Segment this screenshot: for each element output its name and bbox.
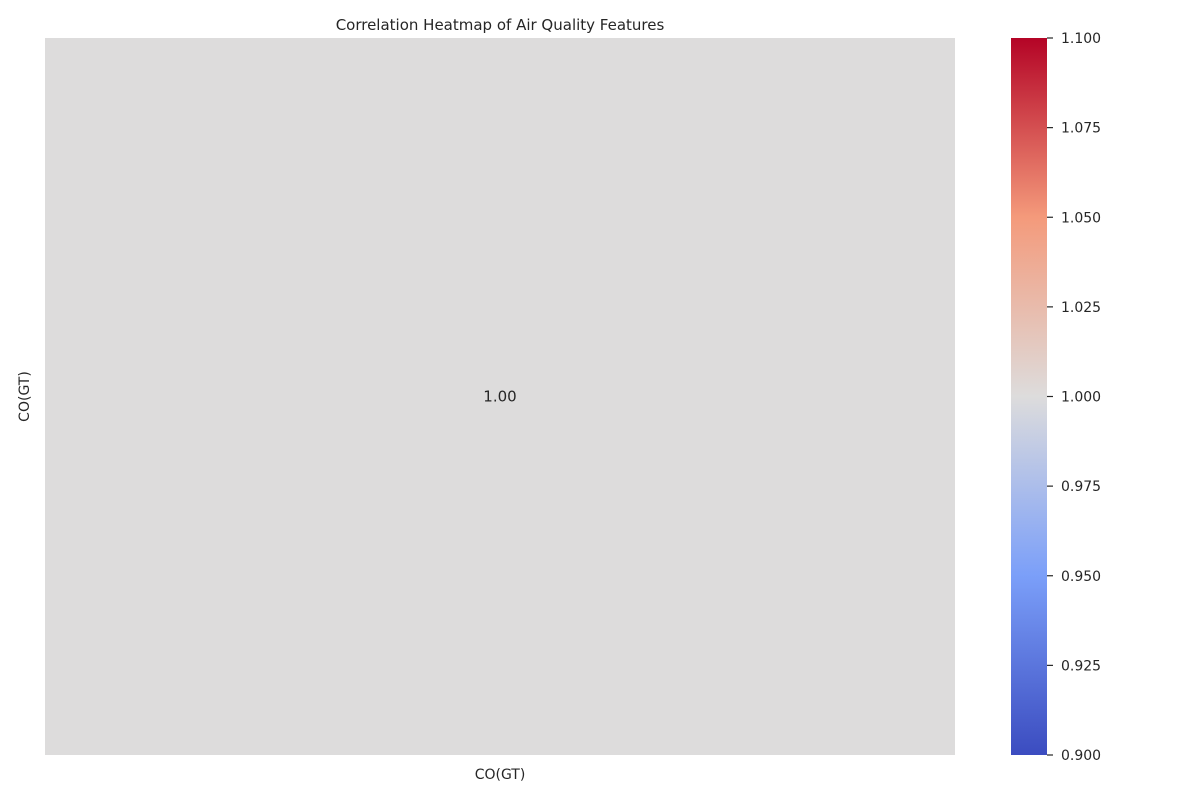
colorbar-tick-label: 1.100 <box>1061 31 1101 47</box>
colorbar-tick-label: 0.900 <box>1061 748 1101 764</box>
cell-annotations: 1.00 <box>483 388 516 406</box>
colorbar-tick-label: 1.050 <box>1061 210 1101 226</box>
colorbar-tick-label: 1.000 <box>1061 390 1101 406</box>
x-tick-labels: CO(GT) <box>475 767 526 783</box>
heatmap-cells <box>45 38 955 755</box>
colorbar-ticks: 0.900 0.925 0.950 0.975 1.000 1.025 1.050 1.075… <box>1047 31 1101 764</box>
y-tick-label: CO(GT) <box>17 371 33 422</box>
colorbar-tick-label: 0.925 <box>1061 658 1101 674</box>
heatmap-cell <box>45 38 955 755</box>
colorbar-tick-label: 1.075 <box>1061 121 1101 137</box>
cell-annotation: 1.00 <box>483 388 516 406</box>
colorbar <box>1011 38 1047 755</box>
x-tick-label: CO(GT) <box>475 767 526 783</box>
chart-title: Correlation Heatmap of Air Quality Featu… <box>336 16 665 34</box>
colorbar-tick-label: 0.950 <box>1061 569 1101 585</box>
y-tick-labels: CO(GT) <box>17 371 33 422</box>
colorbar-tick-label: 1.025 <box>1061 300 1101 316</box>
colorbar-tick-label: 0.975 <box>1061 479 1101 495</box>
